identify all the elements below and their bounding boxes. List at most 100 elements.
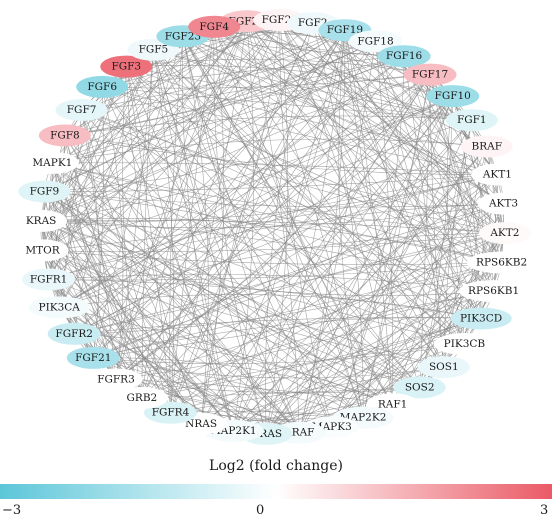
node-rps6kb2[interactable]: RPS6KB2 [466, 251, 537, 274]
node-ellipse[interactable] [403, 63, 457, 86]
node-fgf4[interactable]: FGF4 [188, 15, 241, 38]
edge [126, 66, 502, 263]
node-label: PIK3CD [460, 313, 502, 325]
node-ellipse[interactable] [426, 85, 480, 108]
edge [153, 49, 482, 319]
node-fgf16[interactable]: FGF16 [377, 45, 431, 68]
node-ellipse[interactable] [445, 109, 498, 132]
node-kras[interactable]: KRAS [15, 209, 68, 232]
node-fgf1[interactable]: FGF1 [445, 109, 498, 132]
edge [246, 21, 364, 418]
edge [214, 26, 504, 204]
node-ellipse[interactable] [55, 99, 108, 121]
node-ellipse[interactable] [47, 322, 101, 345]
node-akt1[interactable]: AKT1 [471, 163, 524, 186]
edge [213, 26, 364, 418]
edge [200, 262, 502, 425]
edge [52, 162, 393, 405]
edge [41, 219, 505, 234]
node-ellipse[interactable] [18, 180, 71, 203]
node-ellipse[interactable] [450, 307, 512, 330]
node-ellipse[interactable] [349, 30, 402, 53]
node-fgfr4[interactable]: FGFR4 [144, 401, 197, 424]
node-label: BRAF [472, 141, 503, 153]
node-ellipse[interactable] [477, 192, 530, 215]
edge [101, 86, 393, 405]
edge [392, 120, 473, 405]
node-label: FGF5 [139, 44, 169, 56]
node-ellipse[interactable] [16, 239, 69, 262]
node-ellipse[interactable] [22, 268, 76, 291]
node-fgf6[interactable]: FGF6 [76, 75, 129, 98]
edge [265, 174, 498, 435]
edge [41, 218, 502, 263]
edge [200, 22, 313, 424]
node-ellipse[interactable] [471, 163, 524, 186]
node-ellipse[interactable] [66, 346, 120, 369]
edge [375, 41, 482, 319]
node-ellipse[interactable] [377, 45, 431, 68]
node-ellipse[interactable] [433, 333, 495, 355]
node-fgfr3[interactable]: FGFR3 [89, 368, 143, 391]
edge [41, 174, 498, 223]
node-label: MAPK1 [32, 157, 72, 169]
edge [182, 36, 364, 418]
edge [81, 109, 444, 368]
node-fgf17[interactable]: FGF17 [403, 63, 457, 86]
node-ellipse[interactable] [417, 356, 470, 379]
node-label: AKT1 [482, 169, 512, 181]
node-akt2[interactable]: AKT2 [478, 222, 531, 245]
node-sos2[interactable]: SOS2 [393, 376, 446, 399]
node-fgfr2[interactable]: FGFR2 [47, 322, 101, 345]
edge [81, 41, 376, 111]
node-rps6kb1[interactable]: RPS6KB1 [458, 280, 529, 303]
node-braf[interactable]: BRAF [460, 135, 513, 158]
node-ellipse[interactable] [466, 251, 537, 274]
node-fgfr1[interactable]: FGFR1 [22, 268, 76, 291]
node-fgf7[interactable]: FGF7 [55, 99, 108, 121]
node-fgf8[interactable]: FGF8 [38, 124, 91, 147]
edge [153, 49, 465, 345]
edge [93, 357, 364, 418]
node-ellipse[interactable] [28, 296, 90, 319]
node-ellipse[interactable] [188, 15, 241, 38]
node-ellipse[interactable] [25, 151, 79, 174]
edge [200, 146, 488, 425]
node-ellipse[interactable] [144, 401, 197, 424]
legend-color-bar [0, 484, 552, 499]
node-ellipse[interactable] [100, 55, 153, 78]
edge [48, 19, 281, 280]
node-grb2[interactable]: GRB2 [115, 386, 168, 409]
node-ellipse[interactable] [38, 124, 91, 147]
node-ellipse[interactable] [115, 386, 168, 409]
node-fgf9[interactable]: FGF9 [18, 180, 71, 203]
node-label: FGF19 [327, 24, 363, 36]
node-ellipse[interactable] [76, 75, 129, 98]
node-pik3ca[interactable]: PIK3CA [28, 296, 90, 319]
node-mtor[interactable]: MTOR [16, 239, 69, 262]
node-ellipse[interactable] [15, 209, 68, 232]
edge [74, 95, 453, 335]
edge [170, 26, 215, 413]
node-ellipse[interactable] [89, 368, 143, 391]
node-fgf10[interactable]: FGF10 [426, 85, 480, 108]
edge [265, 95, 453, 435]
node-pik3cb[interactable]: PIK3CB [433, 333, 495, 355]
node-ellipse[interactable] [478, 222, 531, 245]
edge [93, 174, 498, 359]
node-fgf18[interactable]: FGF18 [349, 30, 402, 53]
edge [52, 162, 234, 432]
node-fgf21[interactable]: FGF21 [66, 346, 120, 369]
node-akt3[interactable]: AKT3 [477, 192, 530, 215]
edge [126, 58, 431, 75]
edge [115, 26, 215, 380]
node-fgf3[interactable]: FGF3 [100, 55, 153, 78]
node-ellipse[interactable] [458, 280, 529, 303]
node-ellipse[interactable] [460, 135, 513, 158]
node-pik3cd[interactable]: PIK3CD [450, 307, 512, 330]
edge [81, 109, 502, 263]
node-mapk1[interactable]: MAPK1 [25, 151, 79, 174]
node-ellipse[interactable] [393, 376, 446, 399]
edge [52, 162, 420, 388]
node-sos1[interactable]: SOS1 [417, 356, 470, 379]
